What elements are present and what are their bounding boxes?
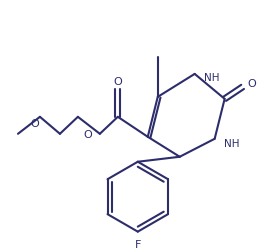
Text: NH: NH: [224, 138, 239, 148]
Text: F: F: [135, 239, 141, 249]
Text: O: O: [114, 76, 122, 86]
Text: O: O: [248, 78, 256, 88]
Text: O: O: [30, 118, 39, 128]
Text: NH: NH: [204, 72, 219, 83]
Text: O: O: [83, 129, 92, 139]
